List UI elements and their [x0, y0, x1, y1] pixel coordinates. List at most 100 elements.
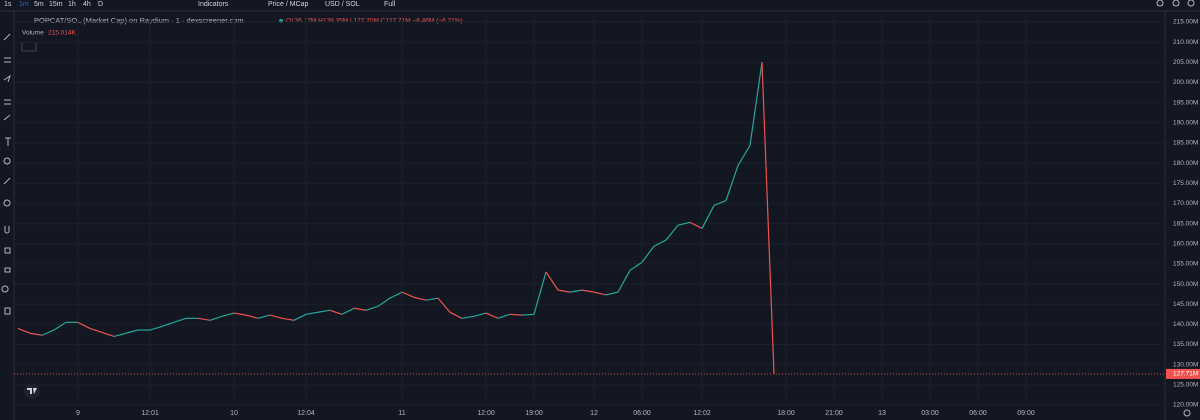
price-segment [737, 145, 751, 166]
drawing-tools [1, 33, 11, 315]
price-segment [353, 307, 367, 311]
price-segment [497, 313, 511, 319]
interval-button[interactable]: 4h [83, 1, 91, 8]
price-segment [485, 312, 499, 319]
x-tick-label: 21:00 [825, 410, 843, 417]
price-segment [89, 327, 103, 334]
volume-value: 215.014K [48, 30, 76, 37]
y-tick-label: 155.00M [1173, 261, 1198, 268]
price-mode-button[interactable]: Price / MCap [268, 1, 309, 8]
price-segment [665, 224, 679, 241]
price-segment [317, 309, 331, 313]
price-segment [653, 239, 667, 247]
y-tick-label: 120.00M [1173, 402, 1198, 409]
y-tick-label: 170.00M [1173, 200, 1198, 207]
price-segment [593, 291, 607, 296]
indicators-button[interactable]: Indicators [198, 1, 229, 8]
y-tick-label: 185.00M [1173, 140, 1198, 147]
price-segment [581, 289, 595, 293]
y-tick-label: 145.00M [1173, 301, 1198, 308]
price-segment [113, 332, 127, 338]
price-segment [437, 297, 451, 313]
symbol-title: POPCAT/SOL (Market Cap) on Raydium · 1 ·… [34, 16, 244, 25]
icon[interactable] [1156, 0, 1164, 7]
y-tick-label: 130.00M [1173, 361, 1198, 368]
y-tick-label: 190.00M [1173, 120, 1198, 127]
y-tick-label: 135.00M [1173, 341, 1198, 348]
price-segment [701, 205, 715, 229]
tool-icons[interactable] [1, 33, 11, 315]
price-segment [41, 329, 55, 336]
tv-logo [24, 383, 40, 399]
interval-button[interactable]: 1m [19, 1, 29, 8]
price-segment [761, 62, 775, 374]
logo-mark [27, 388, 37, 394]
x-tick-label: 06:00 [969, 410, 987, 417]
x-tick-label: 03:00 [921, 410, 939, 417]
x-tick-label: 19:00 [525, 410, 543, 417]
interval-button[interactable]: D [98, 1, 103, 8]
y-tick-label: 195.00M [1173, 99, 1198, 106]
price-segment [725, 165, 739, 201]
x-tick-label: 06:00 [633, 410, 651, 417]
price-segment [101, 331, 115, 338]
x-tick-label: 9 [76, 410, 80, 417]
icon[interactable] [1172, 0, 1180, 7]
price-segment [341, 307, 355, 315]
price-segment [533, 271, 547, 315]
price-segment [293, 313, 307, 321]
price-segment [521, 313, 535, 316]
x-tick-label: 13 [878, 410, 886, 417]
interval-button[interactable]: 5m [34, 1, 44, 8]
interval-button[interactable]: 1s [4, 1, 12, 8]
price-segment [377, 297, 391, 307]
price-segment [245, 314, 259, 319]
price-segment [29, 332, 43, 336]
last-price-label: 127.71M [1173, 371, 1198, 378]
last-price-box [1166, 368, 1200, 379]
x-tick-label: 18:00 [777, 410, 795, 417]
full-button[interactable]: Full [384, 1, 396, 8]
settings-icon[interactable] [1183, 409, 1191, 417]
y-tick-label: 210.00M [1173, 39, 1198, 46]
toolbar: 1s 1m 5m 15m 1h 4h D Indicators Price / MCap USD … [4, 1, 396, 8]
top-toolbar [0, 0, 1200, 11]
price-segment [173, 317, 187, 323]
y-tick-label: 215.00M [1173, 19, 1198, 26]
currency-button[interactable]: USD / SOL [325, 1, 360, 8]
price-segment [281, 317, 295, 321]
price-segment [329, 309, 343, 315]
interval-button[interactable]: 15m [49, 1, 63, 8]
price-segment [389, 291, 403, 299]
price-segment [689, 221, 703, 229]
price-segment [545, 271, 559, 291]
price-segment [197, 317, 211, 321]
interval-button[interactable]: 1h [68, 1, 76, 8]
y-tick-label: 175.00M [1173, 180, 1198, 187]
price-segment [713, 200, 727, 207]
y-tick-label: 200.00M [1173, 79, 1198, 86]
price-segment [161, 321, 175, 327]
price-segment [125, 329, 139, 334]
x-tick-label: 09:00 [1017, 410, 1035, 417]
price-segment [461, 315, 475, 319]
y-tick-label: 205.00M [1173, 59, 1198, 66]
icon[interactable] [1187, 0, 1195, 7]
price-segment [53, 321, 67, 331]
y-tick-label: 140.00M [1173, 321, 1198, 328]
price-segment [629, 261, 643, 271]
y-tick-label: 125.00M [1173, 382, 1198, 389]
price-segment [413, 296, 427, 301]
price-segment [557, 289, 571, 293]
price-segment [77, 321, 91, 329]
y-tick-label: 180.00M [1173, 160, 1198, 167]
price-segment [473, 312, 487, 317]
price-segment [365, 305, 379, 311]
y-tick-label: 160.00M [1173, 240, 1198, 247]
price-segment [209, 315, 223, 321]
price-segment [509, 313, 523, 316]
x-tick-label: 12:01 [141, 410, 159, 417]
price-segment [569, 289, 583, 293]
